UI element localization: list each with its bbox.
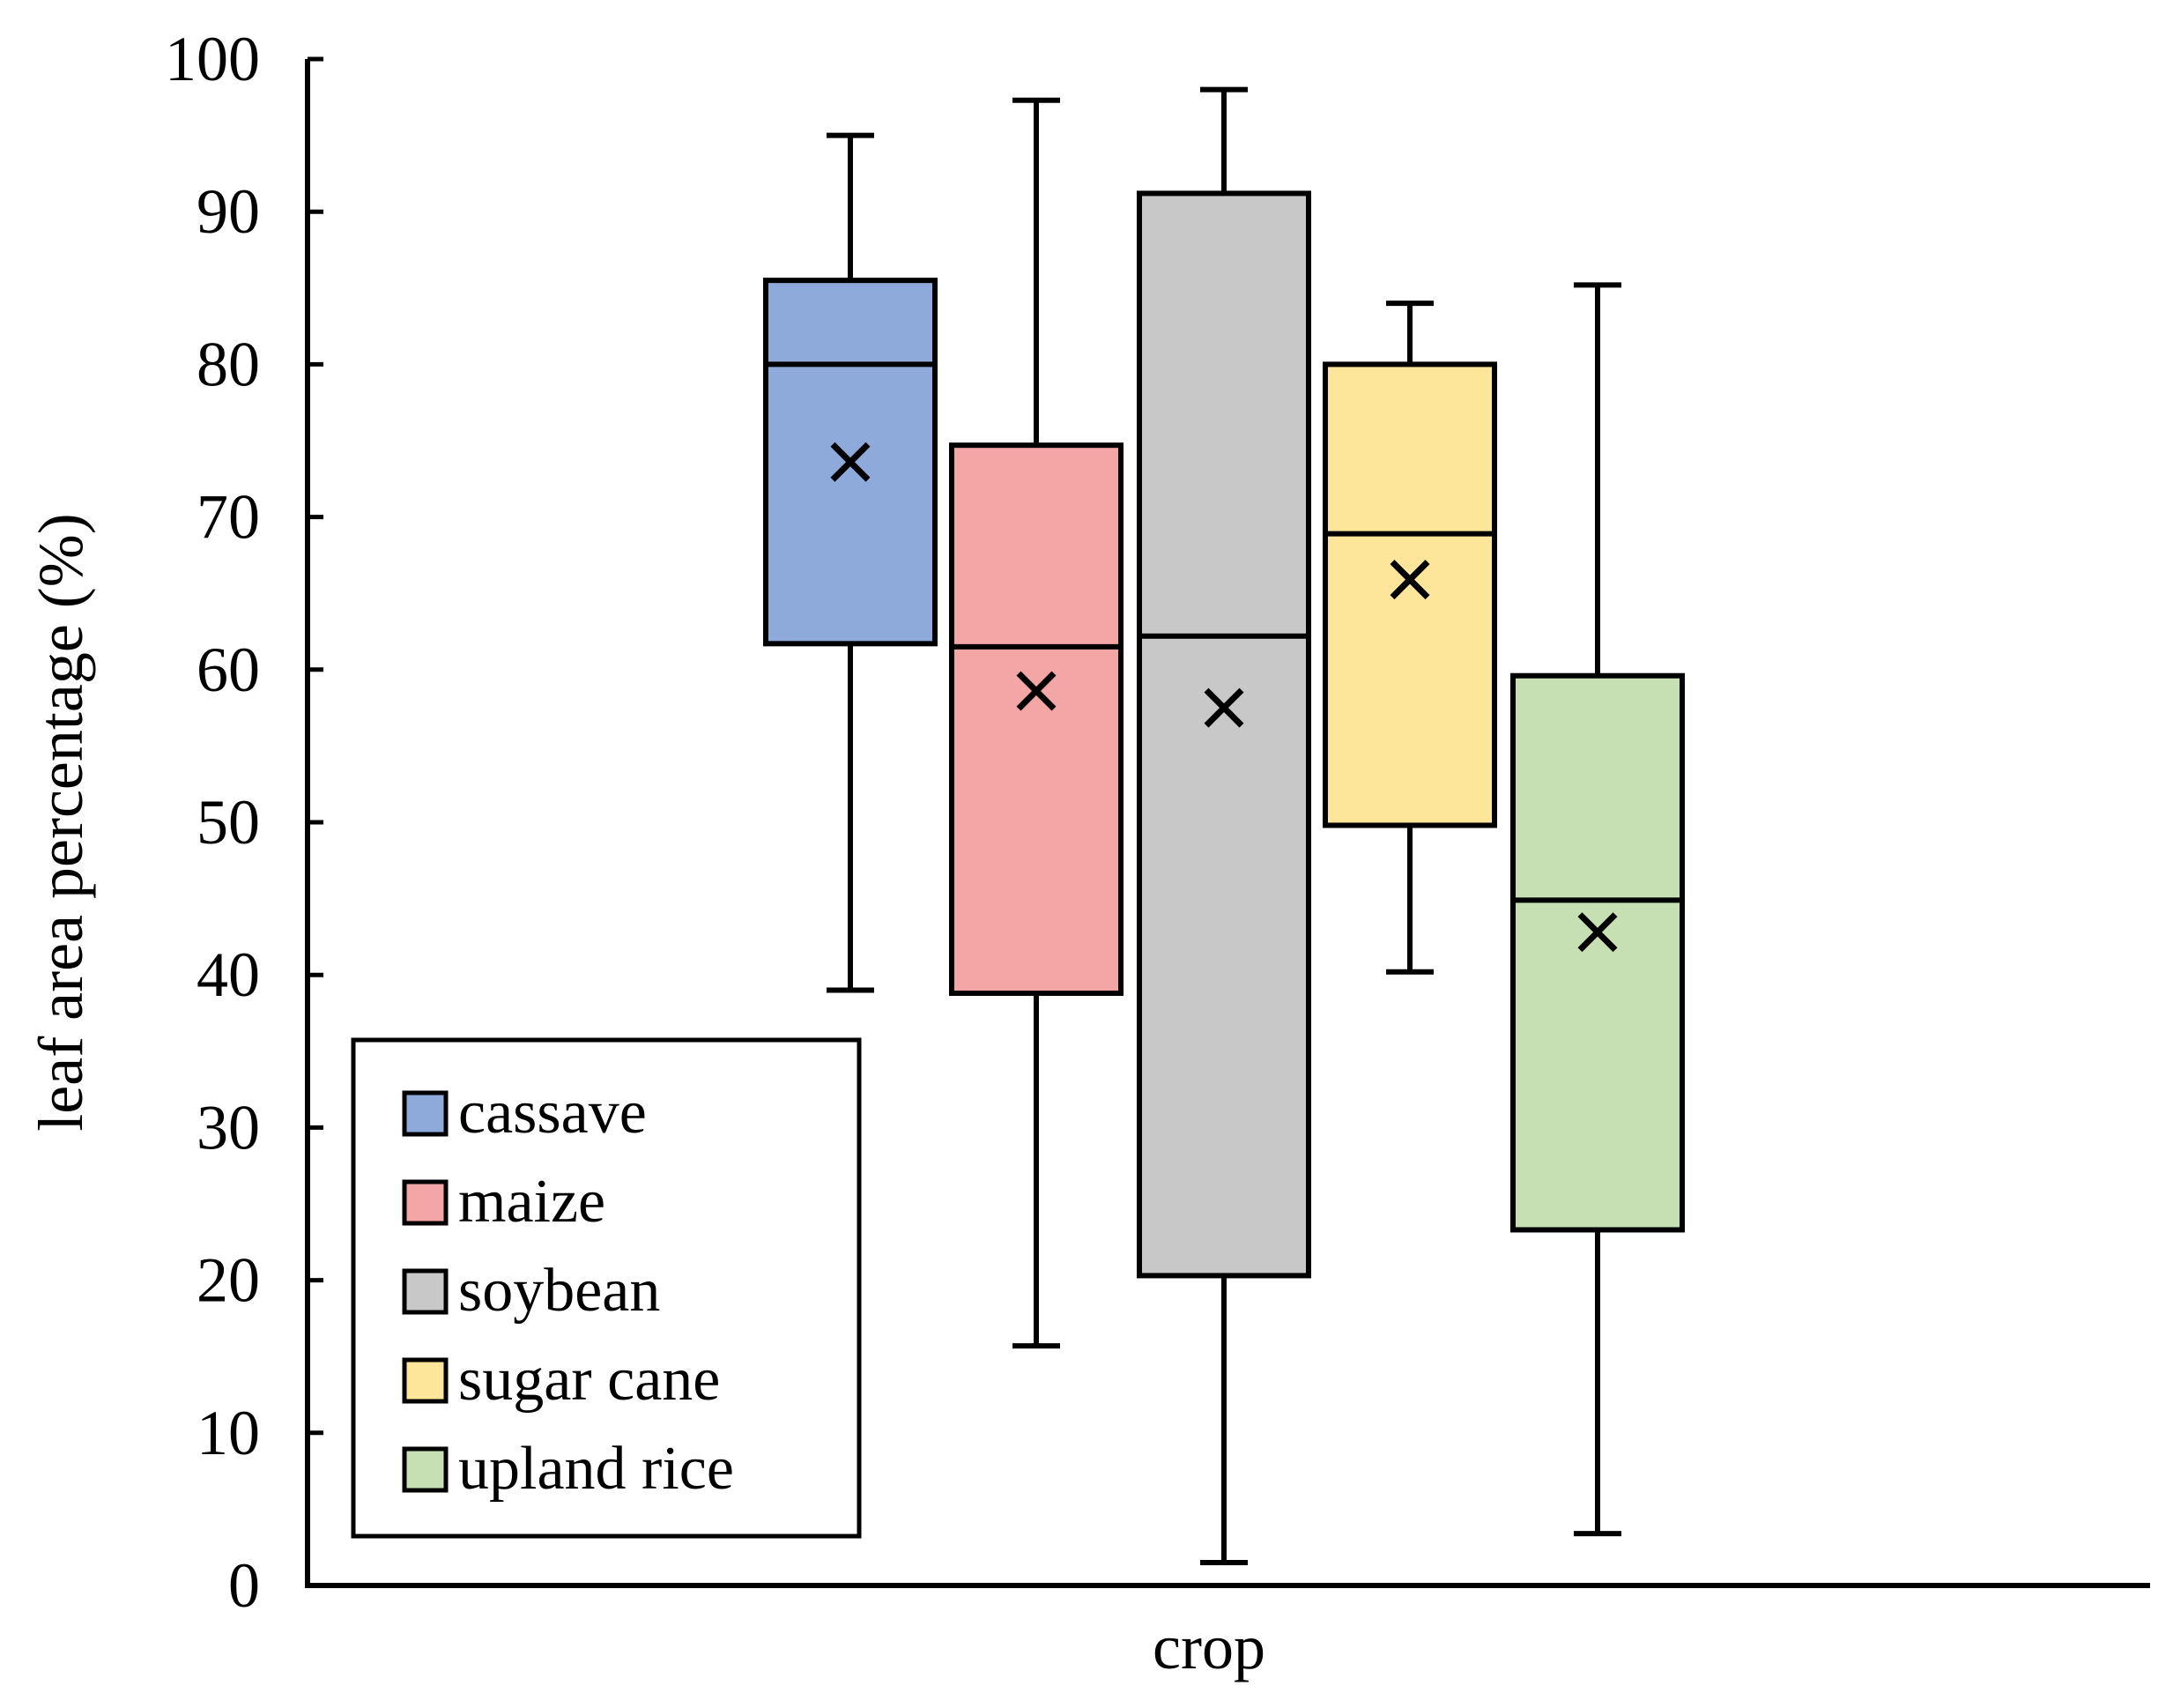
legend-label-maize: maize	[458, 1168, 605, 1236]
y-tick-label-50: 50	[197, 787, 260, 858]
mean-marker-b-maize	[1016, 671, 1057, 711]
box-upland-rice	[1510, 282, 1685, 1537]
box-sugar-cane	[1323, 301, 1497, 975]
legend-label-soybean: soybean	[458, 1257, 660, 1325]
y-tick-label-30: 30	[197, 1092, 260, 1162]
mean-marker-b-upland-rice	[1577, 912, 1618, 953]
y-tick-label-70: 70	[197, 482, 260, 553]
box-soybean	[1137, 86, 1311, 1566]
mean-marker-b-sugar-cane	[1390, 560, 1430, 600]
legend-swatch-upland-rice	[402, 1446, 449, 1493]
y-axis-ticks: 0 10 20 30 40 50 60 70 80 90 100	[165, 24, 323, 1621]
x-axis-title: crop	[1153, 1612, 1265, 1682]
y-tick-label-0: 0	[228, 1550, 260, 1621]
legend-label-cassave: cassave	[458, 1079, 647, 1147]
legend-swatch-sugar-cane	[402, 1357, 449, 1404]
y-tick-label-80: 80	[197, 329, 260, 399]
iqr-box-maize	[949, 442, 1124, 996]
y-tick-label-20: 20	[197, 1245, 260, 1316]
iqr-box-upland-rice	[1510, 672, 1685, 1233]
boxes-group	[763, 86, 1685, 1566]
legend-swatch-cassave	[402, 1090, 449, 1137]
mean-marker-b-cassave	[830, 442, 871, 482]
y-tick-label-40: 40	[197, 939, 260, 1010]
box-cassave	[763, 132, 938, 993]
legend: cassave maize soybean sugar cane upland rice	[351, 1037, 862, 1539]
legend-swatch-maize	[402, 1179, 449, 1226]
legend-swatch-soybean	[402, 1268, 449, 1315]
y-tick-label-10: 10	[197, 1398, 260, 1468]
legend-items: cassave maize soybean sugar cane upland rice	[402, 1079, 734, 1503]
y-tick-label-60: 60	[197, 635, 260, 705]
y-axis-title: leaf area percentage (%)	[26, 513, 96, 1131]
iqr-box-sugar-cane	[1323, 361, 1497, 828]
box-maize	[949, 97, 1124, 1349]
legend-label-sugar-cane: sugar cane	[458, 1346, 720, 1414]
y-tick-label-90: 90	[197, 176, 260, 247]
mean-marker-b-soybean	[1204, 687, 1244, 728]
legend-label-upland-rice: upland rice	[458, 1435, 734, 1503]
y-tick-label-100: 100	[165, 24, 260, 94]
iqr-box-soybean	[1137, 190, 1311, 1279]
